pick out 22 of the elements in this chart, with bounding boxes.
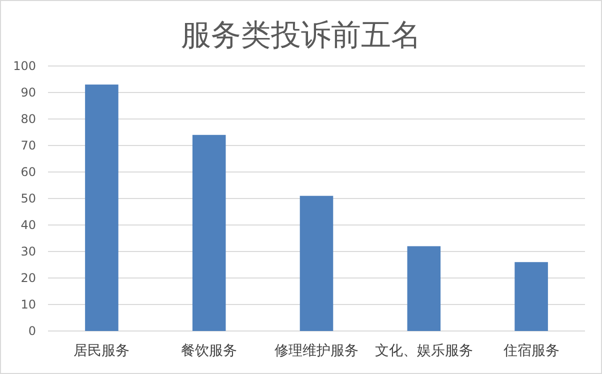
y-tick-label: 10 <box>20 298 36 312</box>
y-tick-label: 70 <box>20 138 36 152</box>
x-tick-label: 修理维护服务 <box>274 343 358 359</box>
y-tick-label: 50 <box>20 192 36 206</box>
y-tick-label: 90 <box>20 86 36 100</box>
y-tick-label: 0 <box>28 324 36 338</box>
chart-title: 服务类投诉前五名 <box>181 18 421 53</box>
x-tick-label: 居民服务 <box>74 343 130 359</box>
y-tick-label: 80 <box>20 112 36 126</box>
bar <box>192 134 226 331</box>
x-tick-label: 餐饮服务 <box>181 343 238 359</box>
y-tick-label: 20 <box>20 271 36 285</box>
y-tick-label: 30 <box>20 244 36 258</box>
y-tick-label: 60 <box>20 165 36 179</box>
x-tick-label: 住宿服务 <box>502 343 560 359</box>
bar <box>300 196 334 331</box>
bar <box>85 84 118 331</box>
y-tick-label: 40 <box>20 218 36 232</box>
bar <box>514 262 548 331</box>
bar <box>407 246 441 331</box>
y-tick-label: 100 <box>13 59 36 73</box>
x-tick-label: 文化、娱乐服务 <box>374 343 473 359</box>
